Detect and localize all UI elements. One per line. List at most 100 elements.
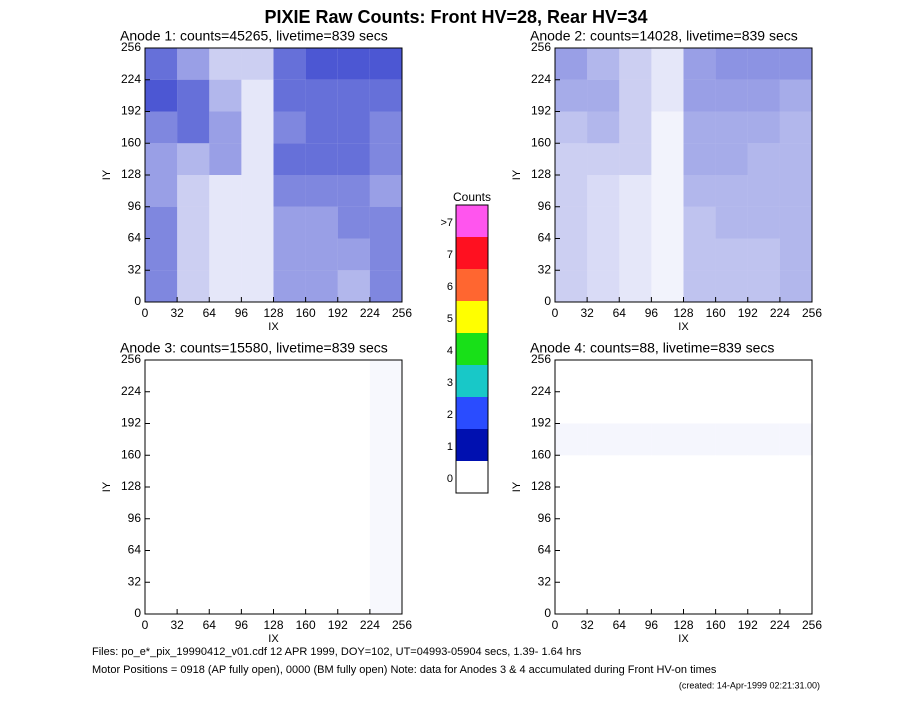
y-tick-label: 32 <box>128 574 142 588</box>
heat-cell <box>555 360 587 392</box>
heat-cell <box>145 455 177 487</box>
y-tick-label: 128 <box>121 167 141 181</box>
heat-cell <box>555 487 587 519</box>
heat-cell <box>209 519 241 551</box>
x-tick-label: 128 <box>263 306 283 320</box>
heat-cell <box>209 487 241 519</box>
footer-note: Files: po_e*_pix_19990412_v01.cdf 12 APR… <box>92 646 582 658</box>
heat-cell <box>177 206 210 239</box>
x-tick-label: 160 <box>706 618 726 632</box>
heat-cell <box>305 111 338 144</box>
heat-cell <box>587 111 620 144</box>
heat-cell <box>619 175 652 207</box>
heat-cell <box>337 111 370 144</box>
heat-cell <box>587 206 620 239</box>
colorbar-label: 3 <box>447 377 453 389</box>
heat-cell <box>780 582 812 614</box>
x-tick-label: 64 <box>613 306 627 320</box>
heat-cell <box>273 143 306 175</box>
heat-cell <box>305 206 338 239</box>
heat-cell <box>651 270 684 302</box>
heat-cell <box>209 551 241 583</box>
heat-cell <box>177 487 209 519</box>
heat-cell <box>619 519 651 551</box>
heat-cell <box>338 392 370 424</box>
color-swatch <box>456 461 488 493</box>
color-swatch <box>456 237 488 269</box>
y-tick-label: 128 <box>531 167 551 181</box>
heat-cell <box>587 48 620 80</box>
x-axis-label: IX <box>678 321 689 333</box>
heat-cell <box>779 175 812 207</box>
heat-cell <box>337 79 370 112</box>
heat-cell <box>651 48 684 80</box>
y-tick-label: 128 <box>121 479 141 493</box>
heat-cell <box>370 487 402 519</box>
y-tick-label: 128 <box>531 479 551 493</box>
footer-note: (created: 14-Apr-1999 02:21:31.00) <box>679 680 820 690</box>
x-tick-label: 96 <box>235 618 249 632</box>
heat-cell <box>780 519 812 551</box>
heat-cell <box>619 551 651 583</box>
heat-cell <box>619 392 651 424</box>
heat-cell <box>241 48 274 80</box>
heat-cell <box>555 455 587 487</box>
colorbar-label: >7 <box>440 217 453 229</box>
heat-cell <box>273 111 306 144</box>
heat-cell <box>305 175 338 207</box>
heat-cell <box>177 238 210 271</box>
heat-cell <box>747 175 780 207</box>
heat-cell <box>274 424 306 456</box>
heat-cell <box>651 455 683 487</box>
heat-cell <box>145 551 177 583</box>
heat-cell <box>273 79 306 112</box>
heat-cell <box>555 551 587 583</box>
heat-cell <box>241 360 273 392</box>
y-tick-label: 160 <box>531 447 551 461</box>
y-tick-label: 32 <box>538 574 552 588</box>
heat-cell <box>716 392 748 424</box>
y-tick-label: 256 <box>531 352 551 366</box>
x-tick-label: 192 <box>328 618 348 632</box>
figure-title: PIXIE Raw Counts: Front HV=28, Rear HV=3… <box>264 7 647 27</box>
heat-cell <box>145 360 177 392</box>
x-tick-label: 192 <box>738 306 758 320</box>
heat-cell <box>683 143 716 175</box>
panel-title: Anode 2: counts=14028, livetime=839 secs <box>530 28 798 44</box>
heat-cell <box>369 206 402 239</box>
y-tick-label: 0 <box>544 606 551 620</box>
color-swatch <box>456 365 488 397</box>
y-axis-label: IY <box>101 169 113 180</box>
heat-cell <box>715 206 748 239</box>
y-tick-label: 96 <box>538 199 552 213</box>
y-tick-label: 192 <box>531 416 551 430</box>
y-axis-label: IY <box>511 481 523 492</box>
y-tick-label: 64 <box>538 543 552 557</box>
heat-cell <box>683 48 716 80</box>
heat-cell <box>716 487 748 519</box>
color-swatch <box>456 205 488 237</box>
heat-cell <box>619 423 652 456</box>
x-tick-label: 256 <box>802 306 822 320</box>
heat-cell <box>209 424 241 456</box>
x-tick-label: 224 <box>770 306 790 320</box>
panel-title: Anode 4: counts=88, livetime=839 secs <box>530 340 774 356</box>
y-tick-label: 96 <box>538 511 552 525</box>
heat-cell <box>370 519 402 551</box>
heat-cell <box>683 270 716 302</box>
heat-cell <box>337 270 370 302</box>
x-tick-label: 32 <box>170 618 184 632</box>
heat-cell <box>370 455 402 487</box>
x-tick-label: 64 <box>203 618 217 632</box>
heat-cell <box>338 455 370 487</box>
heat-cell <box>555 79 588 112</box>
heat-cell <box>651 519 683 551</box>
heat-cell <box>370 582 402 614</box>
heat-cell <box>748 360 780 392</box>
y-tick-label: 160 <box>121 135 141 149</box>
heat-cell <box>241 206 274 239</box>
heat-cell <box>145 487 177 519</box>
heat-cell <box>145 111 178 144</box>
heat-cell <box>683 423 716 456</box>
